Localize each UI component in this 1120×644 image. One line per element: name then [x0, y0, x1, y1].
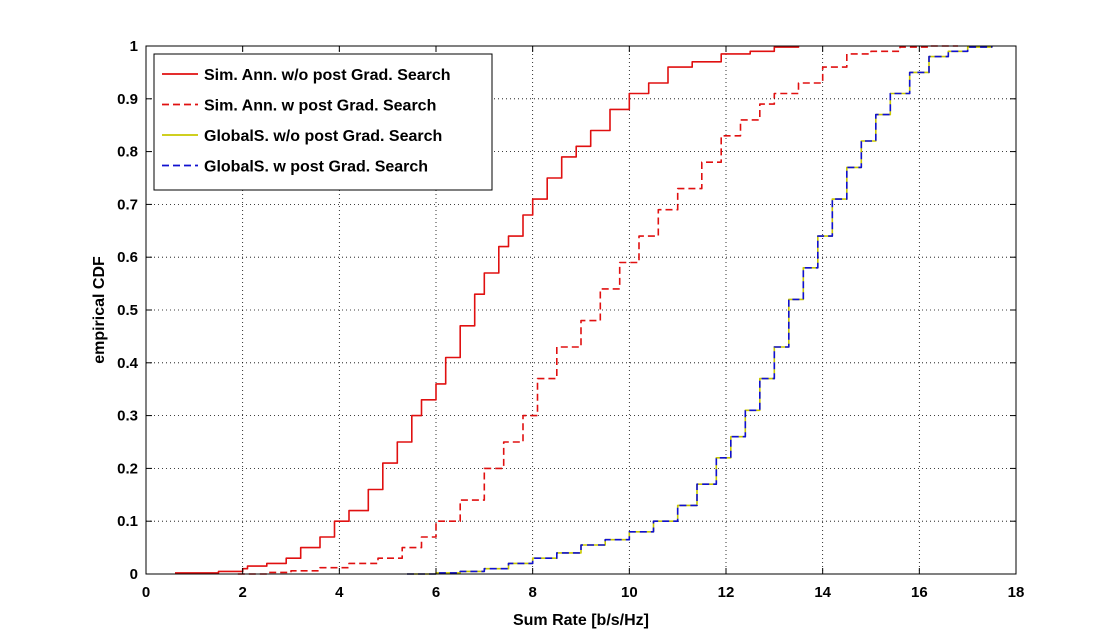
tick-layer: 0 2 4 6 8 10 12 14 16 18 0 0.1 0.2 0.3 0.4 0.5 0.6 0.7 0.8…: [117, 38, 1024, 601]
x-axis-label: Sum Rate [b/s/Hz]: [513, 612, 649, 629]
y-tick-label: 0.1: [117, 513, 138, 530]
y-tick-label: 0.9: [117, 91, 138, 108]
x-tick-label: 6: [432, 584, 440, 601]
legend-label: Sim. Ann. w post Grad. Search: [204, 98, 436, 115]
x-tick-label: 12: [718, 584, 735, 601]
x-tick-label: 16: [911, 584, 928, 601]
y-tick-label: 0.8: [117, 144, 138, 161]
x-tick-label: 0: [142, 584, 150, 601]
y-axis-label: empirical CDF: [91, 256, 108, 364]
series-line-1: [175, 46, 800, 574]
y-tick-label: 1: [130, 38, 138, 55]
legend-label: GlobalS. w/o post Grad. Search: [204, 128, 442, 145]
series-line-2: [237, 45, 958, 575]
x-tick-label: 18: [1008, 584, 1025, 601]
y-tick-label: 0.3: [117, 408, 138, 425]
series-line-4: [407, 46, 993, 575]
legend-box: [153, 53, 493, 191]
legend-label: Sim. Ann. w/o post Grad. Search: [204, 67, 451, 84]
y-tick-label: 0.7: [117, 196, 138, 213]
x-tick-label: 4: [335, 584, 344, 601]
legend: Sim. Ann. w/o post Grad. Search Sim. Ann.…: [153, 53, 493, 191]
legend-label: GlobalS. w post Grad. Search: [204, 159, 428, 176]
x-tick-label: 10: [621, 584, 638, 601]
x-tick-label: 14: [814, 584, 831, 601]
series-layer: [175, 45, 993, 575]
x-tick-label: 2: [238, 584, 246, 601]
y-tick-label: 0.4: [117, 355, 139, 372]
y-tick-label: 0.5: [117, 302, 138, 319]
x-tick-label: 8: [528, 584, 536, 601]
y-tick-label: 0.2: [117, 460, 138, 477]
y-tick-label: 0: [130, 566, 138, 583]
y-tick-label: 0.6: [117, 249, 138, 266]
